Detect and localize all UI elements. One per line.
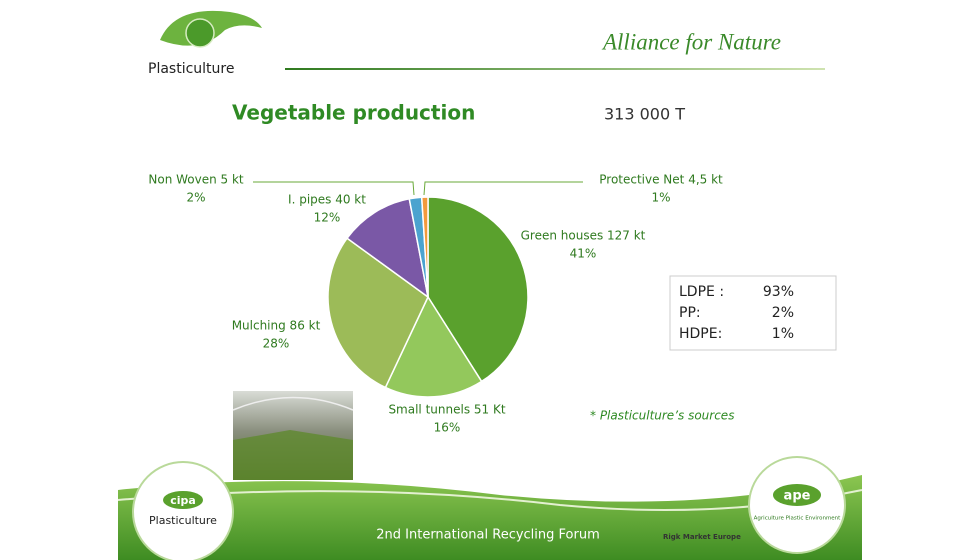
photo [232, 391, 354, 480]
slice-label: Non Woven 5 kt [148, 173, 244, 187]
badge-text: cipa [170, 494, 196, 507]
pie-slice [327, 237, 429, 389]
badge [773, 484, 821, 506]
composition-box [669, 275, 837, 351]
footer-logo-text: Agriculture Plastic Environment [754, 516, 841, 522]
logo-text: Plasticulture [148, 61, 234, 77]
footer-logo-text: Plasticulture [149, 514, 217, 527]
leader-line [423, 181, 583, 196]
slice-label: Mulching 86 kt [232, 319, 321, 333]
badge-text: ape [784, 489, 811, 504]
header-rule [285, 68, 825, 70]
event-name: 2nd International Recycling Forum [376, 528, 600, 543]
footer-band [118, 475, 862, 560]
share: 93% [763, 284, 794, 300]
slice-value-label: 16% [434, 421, 461, 435]
badge [163, 491, 203, 509]
material: HDPE: [679, 326, 722, 342]
slice-value-label: 41% [570, 247, 597, 261]
photo-crops [233, 430, 353, 480]
share: 1% [772, 326, 794, 342]
photo-arch [232, 396, 354, 411]
pie-slice [420, 196, 429, 298]
pie [327, 196, 529, 398]
slice-value-label: 1% [651, 191, 670, 205]
tagline: Alliance for Nature [601, 29, 781, 54]
footer: cipa Plasticulture 2nd International Rec… [117, 456, 863, 560]
slice-value-label: 28% [263, 337, 290, 351]
slice-label: I. pipes 40 kt [288, 193, 366, 207]
slice-value-label: 2% [186, 191, 205, 205]
header: Plasticulture Alliance for Nature [148, 10, 825, 77]
sponsor: Rigk Market Europe [663, 533, 741, 541]
slice-label: Protective Net 4,5 kt [599, 173, 723, 187]
material: LDPE : [679, 284, 724, 300]
slice-label: Small tunnels 51 Kt [388, 403, 505, 417]
share: 2% [772, 305, 794, 321]
slice-value-label: 12% [314, 211, 341, 225]
slice-label: Green houses 127 kt [521, 229, 646, 243]
chart-subtitle: 313 000 T [604, 105, 685, 124]
pie-slice [346, 197, 430, 299]
logo-globe [185, 18, 215, 48]
leader-line [253, 181, 415, 196]
composition: LDPE : 93% PP: 2% HDPE: 1% [679, 284, 794, 342]
source-note: * Plasticulture’s sources [590, 409, 734, 423]
chart-title: Vegetable production [232, 101, 475, 125]
footer-logo-left [132, 461, 234, 560]
material: PP: [679, 305, 701, 321]
pie-slice [384, 295, 483, 398]
